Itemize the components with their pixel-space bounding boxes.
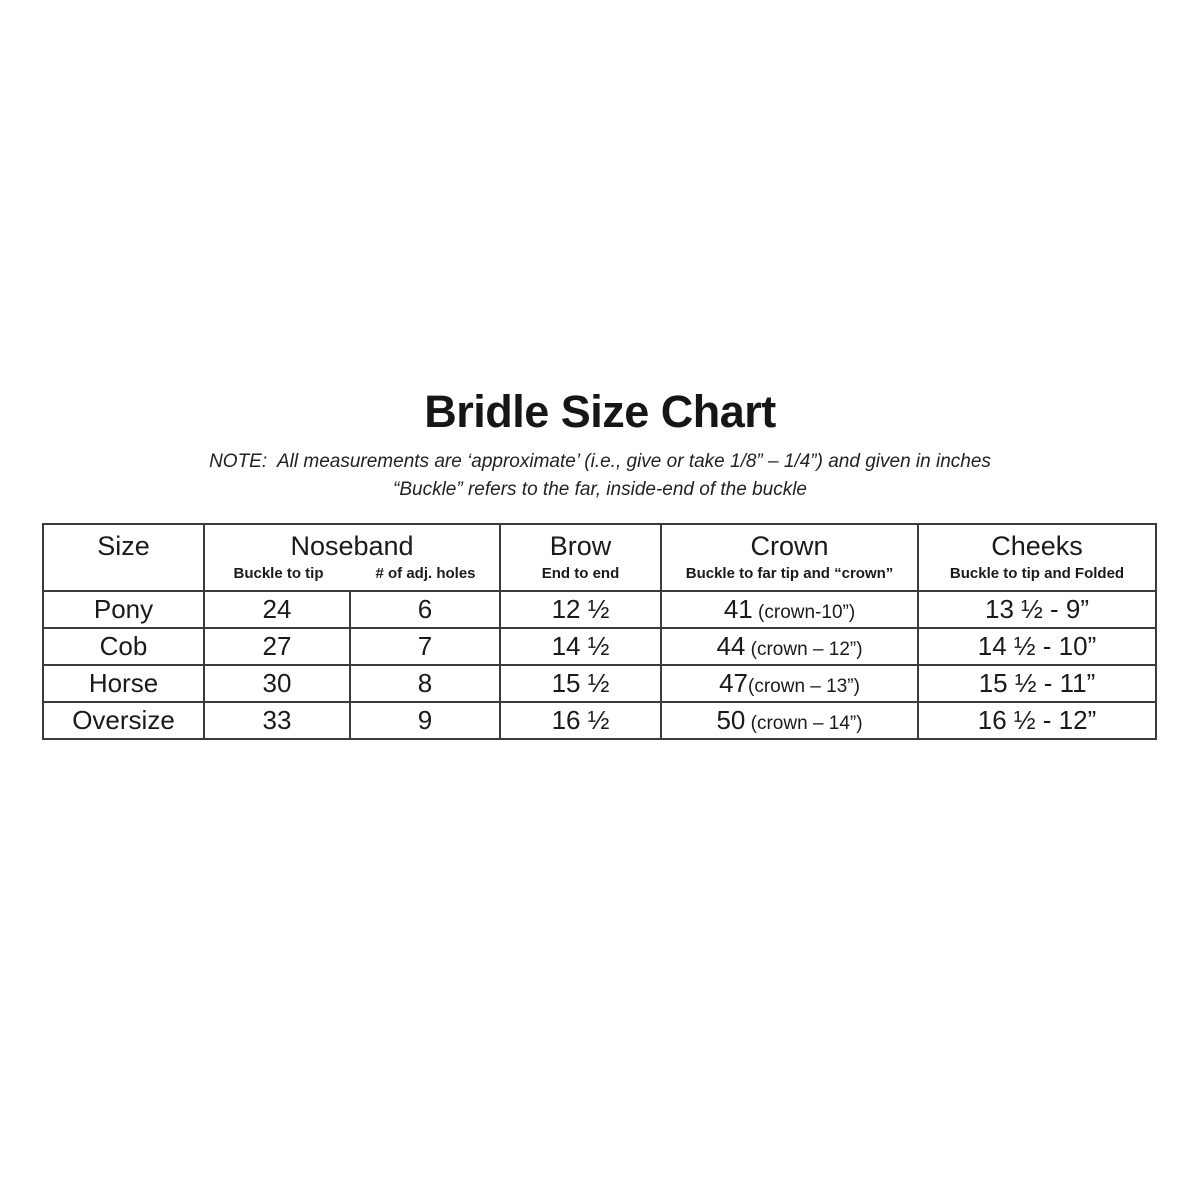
page-title: Bridle Size Chart [424,386,776,437]
brow-cell: 15 ½ [499,664,663,703]
cheeks-cell: 15 ½ - 11” [917,664,1158,703]
subheader-adj-holes: # of adj. holes [375,565,476,582]
crown-cell: 41 (crown-10”) [660,590,920,629]
size-cell: Pony [42,590,205,629]
brow-cell: 14 ½ [499,627,663,666]
noseband-holes-cell: 6 [348,590,502,629]
brow-cell: 12 ½ [499,590,663,629]
col-header-cheeks-label: Cheeks [991,531,1083,561]
note-line-2: “Buckle” refers to the far, inside-end o… [393,479,807,500]
noseband-buckle-cell: 27 [203,627,351,666]
noseband-holes-cell: 9 [348,701,502,740]
cheeks-cell: 14 ½ - 10” [917,627,1158,666]
crown-note: (crown – 13”) [748,676,860,697]
table-row-cob: Cob 27 7 14 ½ 44 (crown – 12”) 14 ½ - 10… [42,627,1158,666]
col-header-brow: Brow End to end [499,523,663,592]
col-header-size-label: Size [97,531,150,561]
crown-cell: 50 (crown – 14”) [660,701,920,740]
col-header-cheeks: Cheeks Buckle to tip and Folded [917,523,1158,592]
size-cell: Oversize [42,701,205,740]
cheeks-cell: 16 ½ - 12” [917,701,1158,740]
subheader-buckle-to-tip: Buckle to tip [233,565,324,582]
col-header-noseband-sublabels: Buckle to tip # of adj. holes [206,565,498,583]
crown-note: (crown – 14”) [745,713,863,734]
col-header-crown-label: Crown [750,531,829,561]
col-header-brow-label: Brow [549,531,612,561]
crown-value: 50 [716,705,746,735]
subheader-buckle-to-tip-folded: Buckle to tip and Folded [949,565,1125,582]
size-cell: Cob [42,627,205,666]
table-row-oversize: Oversize 33 9 16 ½ 50 (crown – 14”) 16 ½… [42,701,1158,740]
crown-cell: 47(crown – 13”) [660,664,920,703]
noseband-buckle-cell: 24 [203,590,351,629]
crown-note: (crown-10”) [752,602,856,623]
col-header-noseband-label: Noseband [290,531,414,561]
col-header-noseband: Noseband Buckle to tip # of adj. holes [202,523,502,592]
crown-cell: 44 (crown – 12”) [660,627,920,666]
table-row-pony: Pony 24 6 12 ½ 41 (crown-10”) 13 ½ - 9” [42,590,1158,629]
bridle-size-table: Size Noseband Buckle to tip # of adj. ho… [42,523,1158,740]
size-cell: Horse [42,664,205,703]
note-line-1: NOTE: All measurements are ‘approximate’… [209,451,991,472]
crown-value: 44 [716,631,746,661]
crown-note: (crown – 12”) [745,639,863,660]
subheader-end-to-end: End to end [541,565,620,582]
noseband-holes-cell: 7 [348,627,502,666]
col-header-size: Size [42,523,205,592]
brow-cell: 16 ½ [499,701,663,740]
noseband-buckle-cell: 30 [203,664,351,703]
noseband-holes-cell: 8 [348,664,502,703]
cheeks-cell: 13 ½ - 9” [917,590,1158,629]
crown-value: 41 [723,594,753,624]
crown-value: 47 [719,668,749,698]
subheader-buckle-to-far-tip: Buckle to far tip and “crown” [685,565,894,582]
header-row: Size Noseband Buckle to tip # of adj. ho… [42,523,1158,592]
col-header-crown: Crown Buckle to far tip and “crown” [660,523,920,592]
table-row-horse: Horse 30 8 15 ½ 47(crown – 13”) 15 ½ - 1… [42,664,1158,703]
noseband-buckle-cell: 33 [203,701,351,740]
